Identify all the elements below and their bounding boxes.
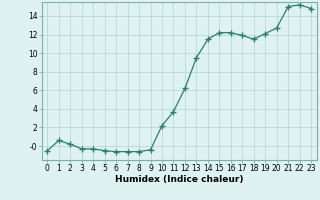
X-axis label: Humidex (Indice chaleur): Humidex (Indice chaleur) xyxy=(115,175,244,184)
